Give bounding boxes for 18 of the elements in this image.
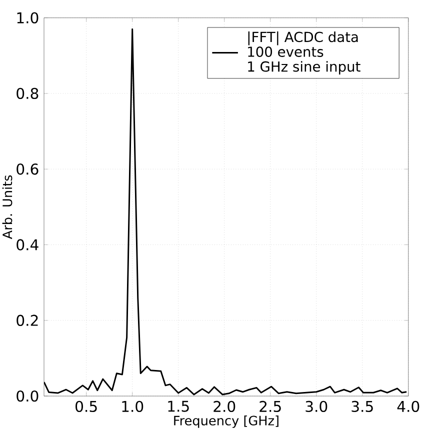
y-tick-label: 0.8 xyxy=(16,88,38,100)
x-axis-title: Frequency [GHz] xyxy=(174,416,278,428)
y-tick-label: 0.2 xyxy=(16,314,38,326)
y-tick-label: 0.4 xyxy=(16,239,38,251)
x-tick-label: 3.0 xyxy=(306,401,328,412)
x-tick-label: 2.5 xyxy=(260,401,281,412)
y-tick-label: 1.0 xyxy=(17,12,38,24)
x-tick-label: 2.0 xyxy=(214,401,236,412)
x-tick-label: 3.5 xyxy=(352,401,373,412)
x-tick-label: 4.0 xyxy=(397,401,420,412)
legend-label: |FFT| ACDC data 100 events 1 GHz sine input xyxy=(248,32,360,75)
x-tick-label: 1.5 xyxy=(168,401,189,412)
line-series xyxy=(44,28,408,396)
y-tick-label: 0.0 xyxy=(16,390,38,402)
y-tick-label: 0.6 xyxy=(16,164,38,175)
x-tick-label: 0.5 xyxy=(76,401,97,412)
x-tick-label: 1.0 xyxy=(122,401,144,412)
y-axis-title: Arb. Units xyxy=(2,176,12,240)
